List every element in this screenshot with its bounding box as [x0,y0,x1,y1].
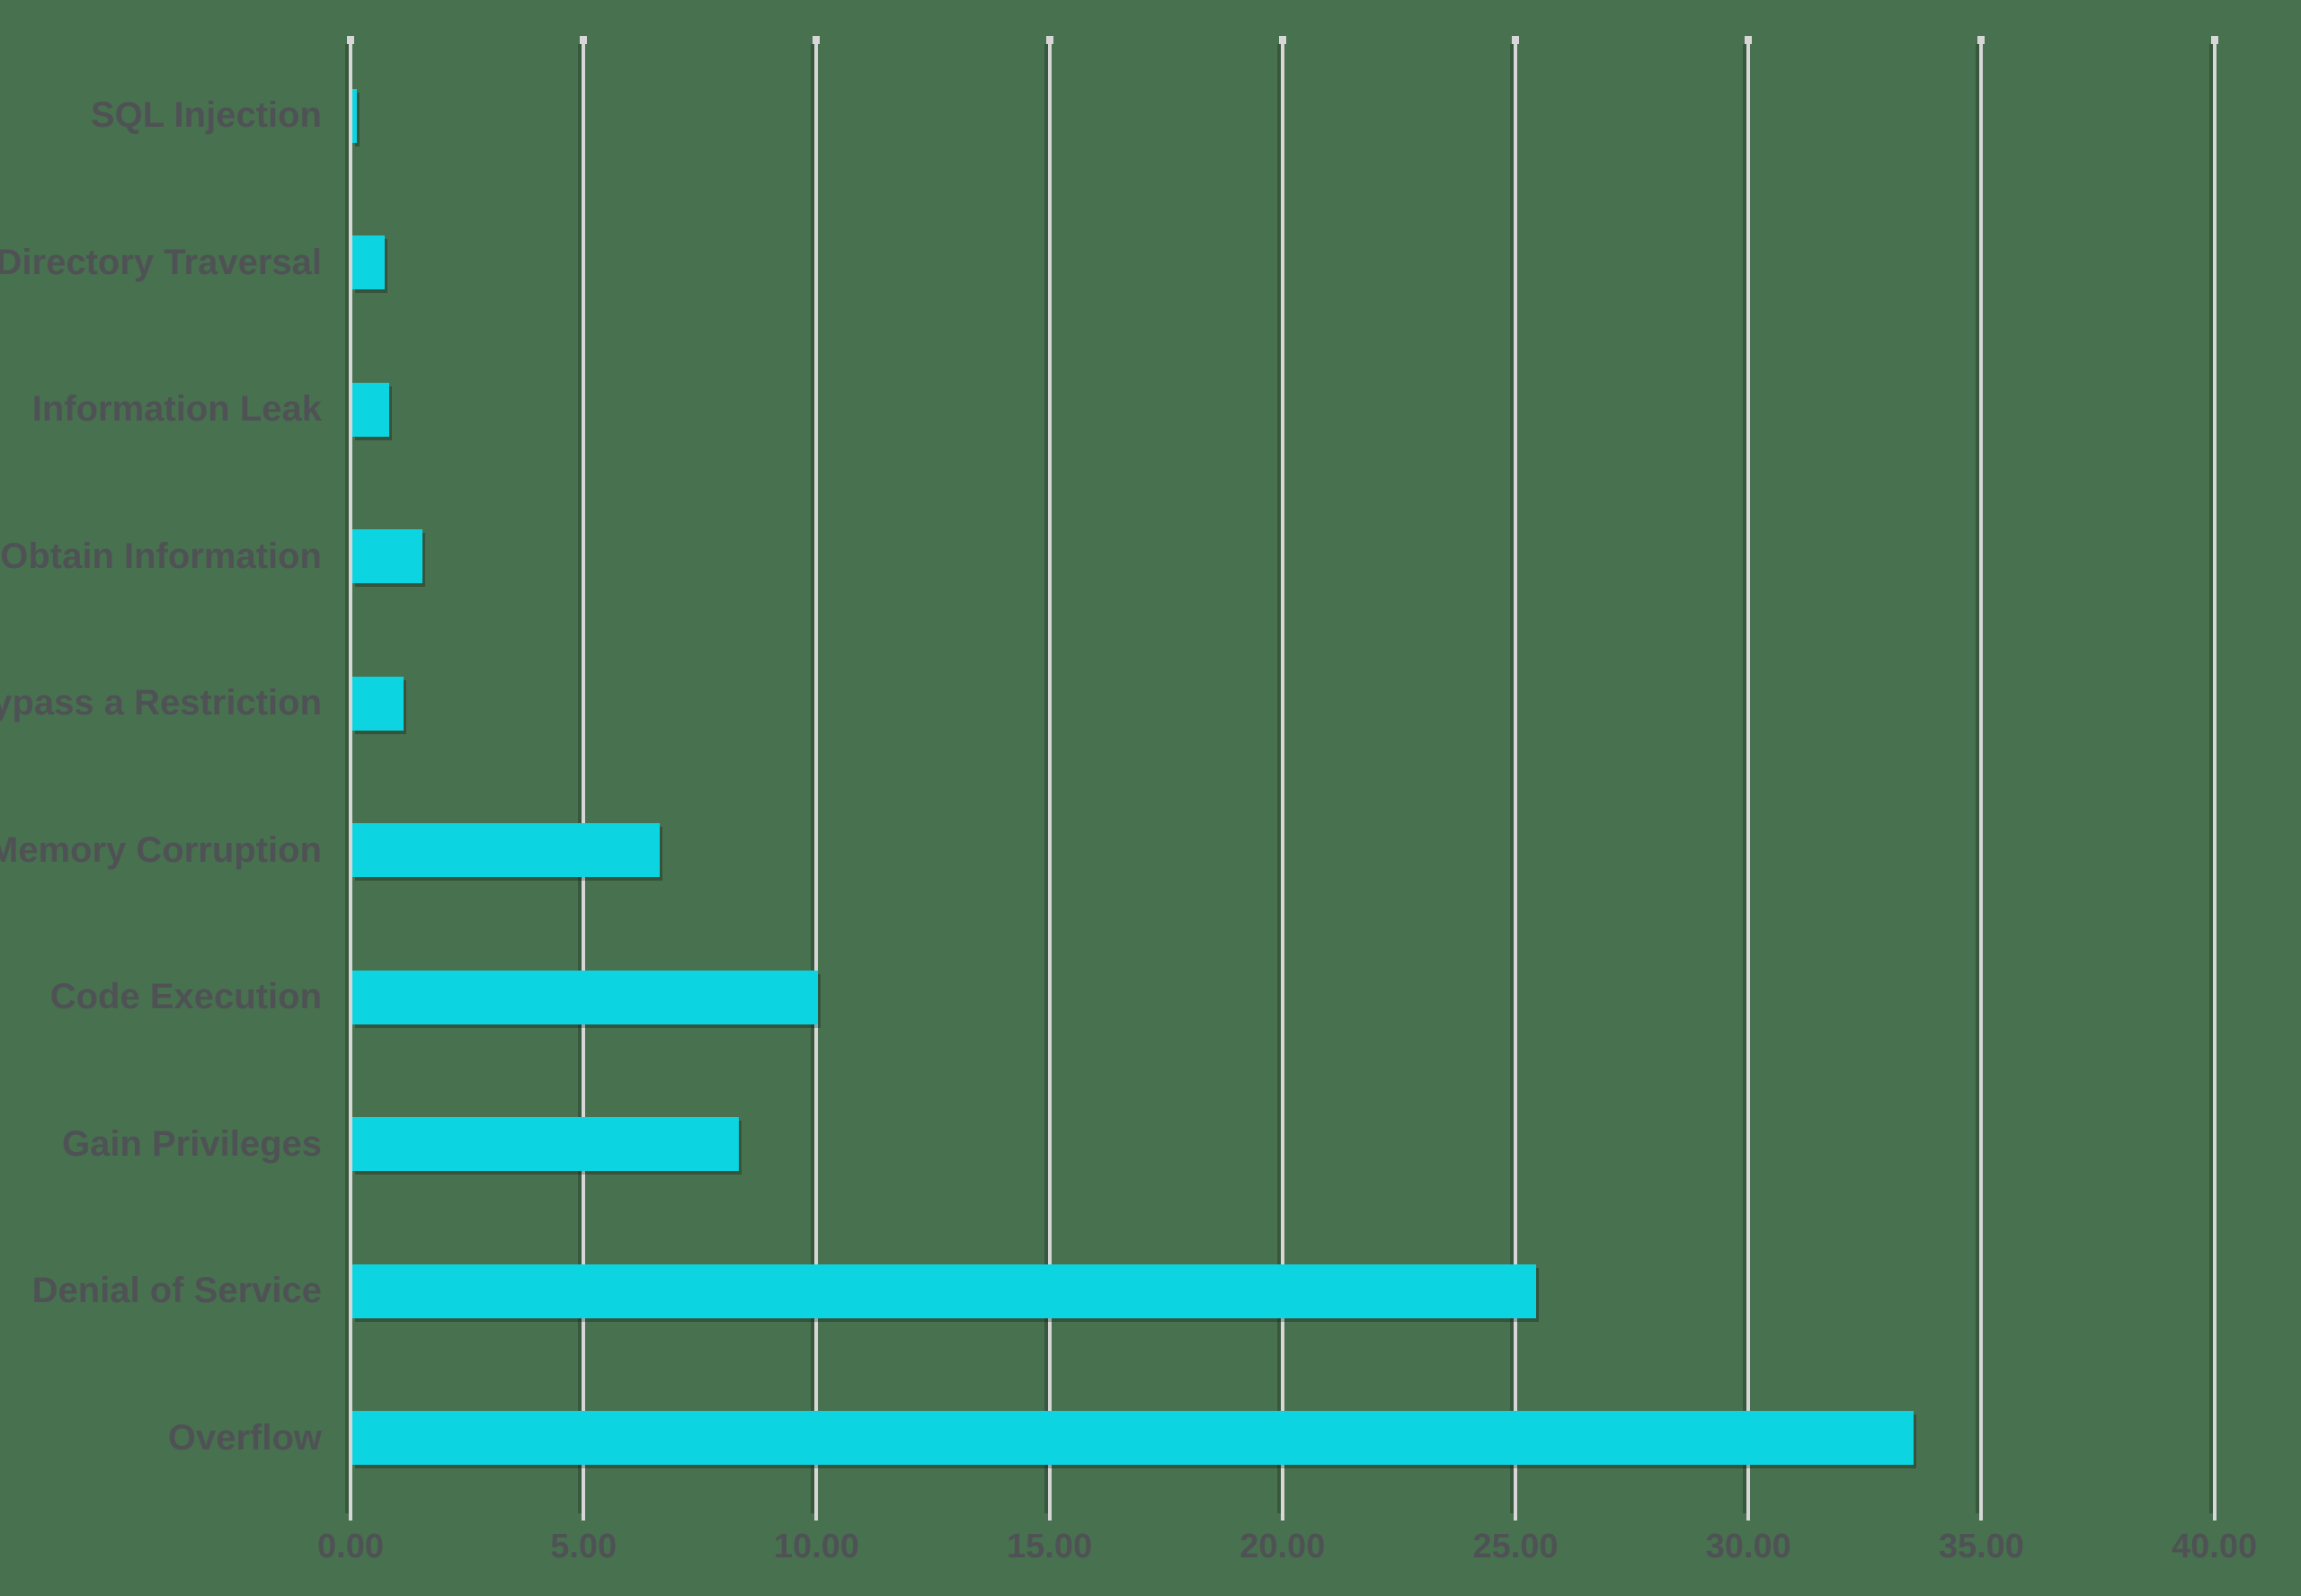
category-label: Bypass a Restriction [0,683,322,723]
axis-tick [1513,1512,1517,1521]
bar-row [351,630,2301,777]
bar-row [351,777,2301,925]
category-label: Code Execution [49,977,322,1017]
category-label: Memory Corruption [0,829,322,870]
gridline [582,42,586,1512]
bar-bypass-a-restriction [352,676,404,731]
bar-denial-of-service [352,1264,1536,1318]
bar-row [351,1218,2301,1365]
category-axis: SQL Injection Directory Traversal Informat… [0,42,322,1512]
x-tick-label: 10.00 [773,1528,859,1565]
gridline-tick-cap [1045,36,1053,44]
axis-tick [1047,1512,1052,1521]
x-tick-label: 15.00 [1007,1528,1093,1565]
bar-row [351,336,2301,483]
category-label: Information Leak [31,389,322,430]
bar-row [351,190,2301,337]
category-label: SQL Injection [90,95,322,136]
axis-tick [1979,1512,1984,1521]
gridline-tick-cap [347,36,354,44]
bar-sql-injection [352,88,358,143]
gridline-tick-cap [813,36,821,44]
axis-tick [582,1512,586,1521]
x-tick-label: 5.00 [550,1528,617,1565]
axis-tick [2212,1512,2217,1521]
bar-row [351,483,2301,631]
x-tick-label: 25.00 [1472,1528,1559,1565]
bar-information-leak [352,382,390,437]
bar-row [351,42,2301,190]
bar-memory-corruption [352,823,661,878]
category-label: Directory Traversal [0,242,322,282]
gridline [2212,42,2217,1512]
x-tick-label: 35.00 [1938,1528,2024,1565]
plot-area [347,0,2301,1521]
x-tick-label: 30.00 [1705,1528,1791,1565]
gridline-tick-cap [1511,36,1519,44]
bar-row [351,1071,2301,1219]
category-label: Denial of Service [31,1271,322,1311]
bar-row [351,924,2301,1071]
x-tick-label: 20.00 [1239,1528,1326,1565]
gridline [349,42,352,1512]
gridline [1746,42,1751,1512]
gridline-tick-cap [1977,36,1986,44]
x-tick-label: 40.00 [2172,1528,2258,1565]
bar-row [351,1365,2301,1512]
value-axis: 0.00 5.00 10.00 15.00 20.00 25.00 30.00 35.00 40… [0,1528,2301,1582]
axis-tick [814,1512,819,1521]
axis-tick [349,1512,352,1521]
gridline [814,42,819,1512]
bar-directory-traversal [352,235,386,290]
category-label: Overflow [167,1417,322,1458]
axis-tick [1280,1512,1284,1521]
gridline [1979,42,1984,1512]
bar-obtain-information [352,529,422,584]
axis-tick [1746,1512,1751,1521]
gridline-tick-cap [1278,36,1286,44]
gridline-tick-cap [2210,36,2218,44]
bar-gain-privileges [352,1117,740,1172]
gridline-tick-cap [580,36,588,44]
x-tick-label: 0.00 [317,1528,384,1565]
gridline [1047,42,1052,1512]
bar-overflow [352,1411,1914,1466]
category-label: Obtain Information [0,536,322,576]
gridline [1280,42,1284,1512]
gridline [1513,42,1517,1512]
bar-code-execution [352,970,819,1024]
category-label: Gain Privileges [61,1123,322,1164]
gridline-tick-cap [1745,36,1753,44]
